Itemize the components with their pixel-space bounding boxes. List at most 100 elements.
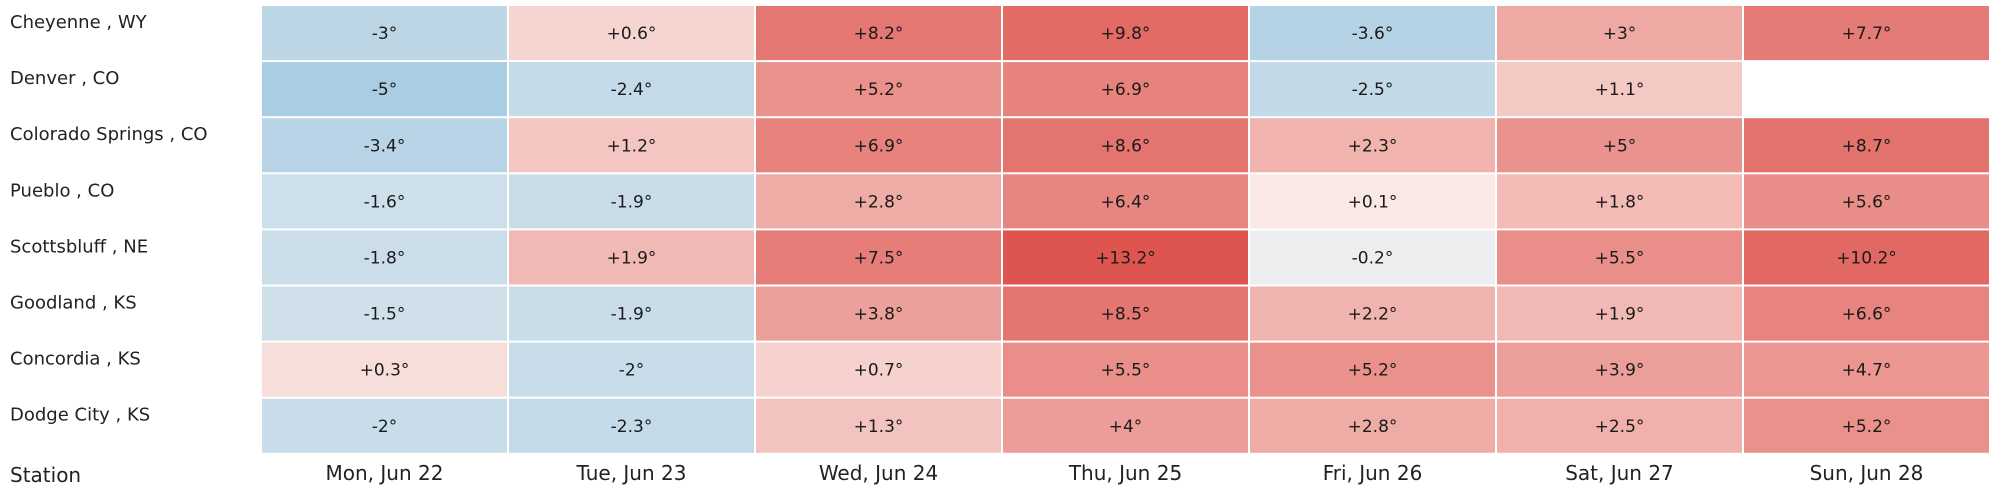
- heatmap-cell-colorado-springs-co-sat-jun-27: [1497, 118, 1742, 173]
- cell-label-colorado-springs-co-wed-jun-24: +6.9°: [854, 136, 904, 156]
- heatmap-cell-scottsbluff-ne-sun-jun-28: [1744, 230, 1989, 285]
- cell-label-concordia-ks-sun-jun-28: +4.7°: [1842, 361, 1892, 381]
- cell-label-goodland-ks-tue-jun-23: -1.9°: [611, 305, 653, 325]
- cell-label-pueblo-co-tue-jun-23: -1.9°: [611, 192, 653, 212]
- cell-label-dodge-city-ks-sat-jun-27: +2.5°: [1595, 417, 1645, 437]
- cell-label-cheyenne-wy-thu-jun-25: +9.8°: [1101, 24, 1151, 44]
- cell-label-pueblo-co-thu-jun-25: +6.4°: [1101, 192, 1151, 212]
- cell-label-concordia-ks-tue-jun-23: -2°: [619, 361, 644, 381]
- cell-label-denver-co-mon-jun-22: -5°: [372, 80, 397, 100]
- day-label-sat-jun-27: Sat, Jun 27: [1565, 461, 1674, 485]
- cell-label-colorado-springs-co-thu-jun-25: +8.6°: [1101, 136, 1151, 156]
- cell-label-pueblo-co-wed-jun-24: +2.8°: [854, 192, 904, 212]
- heatmap-cell-goodland-ks-mon-jun-22: [262, 286, 507, 341]
- heatmap-cell-scottsbluff-ne-fri-jun-26: [1250, 230, 1495, 285]
- day-label-wed-jun-24: Wed, Jun 24: [819, 461, 938, 485]
- cell-label-scottsbluff-ne-wed-jun-24: +7.5°: [854, 248, 904, 268]
- cell-label-goodland-ks-sat-jun-27: +1.9°: [1595, 305, 1645, 325]
- station-label-colorado-springs-co: Colorado Springs , CO: [10, 124, 208, 145]
- cell-label-scottsbluff-ne-fri-jun-26: -0.2°: [1352, 248, 1394, 268]
- cell-label-cheyenne-wy-tue-jun-23: +0.6°: [607, 24, 657, 44]
- cell-label-goodland-ks-wed-jun-24: +3.8°: [854, 305, 904, 325]
- heatmap-cell-dodge-city-ks-thu-jun-25: [1003, 398, 1248, 453]
- cell-label-goodland-ks-sun-jun-28: +6.6°: [1842, 305, 1892, 325]
- cell-label-colorado-springs-co-mon-jun-22: -3.4°: [364, 136, 406, 156]
- cell-label-concordia-ks-thu-jun-25: +5.5°: [1101, 361, 1151, 381]
- cell-label-goodland-ks-fri-jun-26: +2.2°: [1348, 305, 1398, 325]
- cell-label-pueblo-co-sat-jun-27: +1.8°: [1595, 192, 1645, 212]
- heatmap-cell-scottsbluff-ne-wed-jun-24: [756, 230, 1001, 285]
- heatmap-cell-denver-co-wed-jun-24: [756, 62, 1001, 117]
- heatmap-cell-pueblo-co-sun-jun-28: [1744, 174, 1989, 229]
- station-label-goodland-ks: Goodland , KS: [10, 293, 137, 314]
- heatmap-cell-scottsbluff-ne-sat-jun-27: [1497, 230, 1742, 285]
- heatmap-cell-concordia-ks-thu-jun-25: [1003, 342, 1248, 397]
- heatmap-cell-cheyenne-wy-fri-jun-26: [1250, 6, 1495, 61]
- heatmap-cell-goodland-ks-sat-jun-27: [1497, 286, 1742, 341]
- cell-label-colorado-springs-co-tue-jun-23: +1.2°: [607, 136, 657, 156]
- heatmap-cell-goodland-ks-thu-jun-25: [1003, 286, 1248, 341]
- heatmap-cell-colorado-springs-co-tue-jun-23: [509, 118, 754, 173]
- station-label-dodge-city-ks: Dodge City , KS: [10, 405, 150, 426]
- heatmap-cell-cheyenne-wy-mon-jun-22: [262, 6, 507, 61]
- heatmap-cell-goodland-ks-sun-jun-28: [1744, 286, 1989, 341]
- heatmap-cell-scottsbluff-ne-mon-jun-22: [262, 230, 507, 285]
- heatmap-cell-dodge-city-ks-wed-jun-24: [756, 398, 1001, 453]
- cell-label-pueblo-co-mon-jun-22: -1.6°: [364, 192, 406, 212]
- station-labels: Cheyenne , WY Denver , CO Colorado Springs…: [10, 12, 208, 426]
- heatmap-cell-concordia-ks-wed-jun-24: [756, 342, 1001, 397]
- heatmap-cell-pueblo-co-thu-jun-25: [1003, 174, 1248, 229]
- heatmap-cell-scottsbluff-ne-tue-jun-23: [509, 230, 754, 285]
- cell-label-scottsbluff-ne-thu-jun-25: +13.2°: [1095, 248, 1156, 268]
- heatmap-cell-cheyenne-wy-sat-jun-27: [1497, 6, 1742, 61]
- heatmap-cell-cheyenne-wy-thu-jun-25: [1003, 6, 1248, 61]
- cell-label-dodge-city-ks-mon-jun-22: -2°: [372, 417, 397, 437]
- cell-label-denver-co-fri-jun-26: -2.5°: [1352, 80, 1394, 100]
- cell-label-concordia-ks-mon-jun-22: +0.3°: [360, 361, 410, 381]
- day-label-sun-jun-28: Sun, Jun 28: [1810, 461, 1924, 485]
- day-labels: Mon, Jun 22 Tue, Jun 23 Wed, Jun 24 Thu, Ju…: [326, 461, 1924, 485]
- heatmap-cell-dodge-city-ks-mon-jun-22: [262, 398, 507, 453]
- heatmap-cell-denver-co-sat-jun-27: [1497, 62, 1742, 117]
- cell-label-cheyenne-wy-wed-jun-24: +8.2°: [854, 24, 904, 44]
- heatmap-cell-colorado-springs-co-fri-jun-26: [1250, 118, 1495, 173]
- heatmap-cell-dodge-city-ks-sat-jun-27: [1497, 398, 1742, 453]
- cell-label-cheyenne-wy-fri-jun-26: -3.6°: [1352, 24, 1394, 44]
- heatmap-cells: -3° +0.6° +8.2° +9.8° -3.6° +3° +7.7° -5° -2.4° +…: [262, 6, 1989, 453]
- cell-label-denver-co-sat-jun-27: +1.1°: [1595, 80, 1645, 100]
- station-label-cheyenne-wy: Cheyenne , WY: [10, 12, 148, 33]
- station-label-denver-co: Denver , CO: [10, 68, 119, 89]
- cell-label-colorado-springs-co-fri-jun-26: +2.3°: [1348, 136, 1398, 156]
- heatmap-cell-pueblo-co-fri-jun-26: [1250, 174, 1495, 229]
- heatmap-cell-goodland-ks-tue-jun-23: [509, 286, 754, 341]
- station-label-concordia-ks: Concordia , KS: [10, 349, 141, 370]
- heatmap-cell-cheyenne-wy-wed-jun-24: [756, 6, 1001, 61]
- cell-label-pueblo-co-fri-jun-26: +0.1°: [1348, 192, 1398, 212]
- heatmap-cell-cheyenne-wy-sun-jun-28: [1744, 6, 1989, 61]
- heatmap-cell-concordia-ks-fri-jun-26: [1250, 342, 1495, 397]
- cell-label-concordia-ks-wed-jun-24: +0.7°: [854, 361, 904, 381]
- cell-label-colorado-springs-co-sun-jun-28: +8.7°: [1842, 136, 1892, 156]
- cell-label-dodge-city-ks-thu-jun-25: +4°: [1109, 417, 1143, 437]
- day-label-tue-jun-23: Tue, Jun 23: [576, 461, 687, 485]
- heatmap-cell-denver-co-thu-jun-25: [1003, 62, 1248, 117]
- heatmap-cell-denver-co-tue-jun-23: [509, 62, 754, 117]
- day-label-mon-jun-22: Mon, Jun 22: [326, 461, 444, 485]
- heatmap-cell-pueblo-co-sat-jun-27: [1497, 174, 1742, 229]
- cell-label-cheyenne-wy-sat-jun-27: +3°: [1603, 24, 1637, 44]
- heatmap-cell-pueblo-co-tue-jun-23: [509, 174, 754, 229]
- heatmap-cell-concordia-ks-mon-jun-22: [262, 342, 507, 397]
- heatmap-cell-scottsbluff-ne-thu-jun-25: [1003, 230, 1248, 285]
- heatmap-cell-dodge-city-ks-fri-jun-26: [1250, 398, 1495, 453]
- cell-label-scottsbluff-ne-sun-jun-28: +10.2°: [1836, 248, 1897, 268]
- cell-label-scottsbluff-ne-tue-jun-23: +1.9°: [607, 248, 657, 268]
- heatmap-cell-pueblo-co-mon-jun-22: [262, 174, 507, 229]
- heatmap-cell-colorado-springs-co-mon-jun-22: [262, 118, 507, 173]
- cell-label-scottsbluff-ne-mon-jun-22: -1.8°: [364, 248, 406, 268]
- heatmap-cell-pueblo-co-wed-jun-24: [756, 174, 1001, 229]
- cell-label-goodland-ks-thu-jun-25: +8.5°: [1101, 305, 1151, 325]
- station-column-header: Station: [10, 463, 81, 487]
- cell-label-dodge-city-ks-tue-jun-23: -2.3°: [611, 417, 653, 437]
- station-label-pueblo-co: Pueblo , CO: [10, 180, 114, 201]
